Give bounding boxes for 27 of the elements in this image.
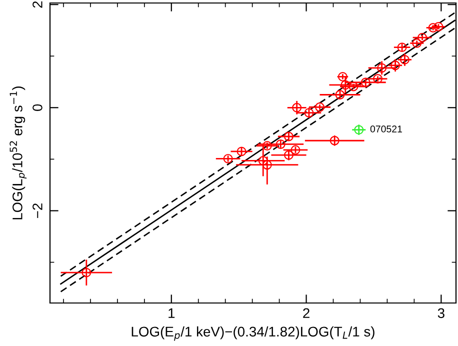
point bbox=[373, 74, 382, 84]
point bbox=[330, 136, 340, 146]
point bbox=[284, 132, 294, 142]
x-tick-label: 1 bbox=[168, 308, 175, 318]
point bbox=[223, 154, 233, 164]
annotation: 070521 bbox=[370, 126, 402, 132]
x-axis-title: LOG(E$_{p}$/1 keV)−(0.34/1.82)LOG(T$_{L}$/1 s) bbox=[132, 326, 374, 341]
point bbox=[412, 38, 422, 48]
point bbox=[262, 160, 272, 170]
point bbox=[340, 80, 350, 90]
point bbox=[258, 156, 268, 166]
point bbox=[290, 145, 300, 155]
y-axis-title: LOG(L$_{p}$/10$^{52}$ erg s$^{−1}$) bbox=[10, 86, 27, 220]
y-tick-label: −2 bbox=[32, 204, 42, 218]
point bbox=[397, 42, 407, 52]
point bbox=[276, 140, 286, 149]
point bbox=[262, 141, 272, 151]
y-tick-label: 0 bbox=[32, 104, 42, 111]
point bbox=[82, 268, 92, 278]
point bbox=[284, 150, 294, 160]
point bbox=[335, 90, 345, 100]
point bbox=[354, 125, 364, 135]
x-tick-label: 3 bbox=[438, 308, 444, 318]
point bbox=[348, 82, 358, 92]
y-tick-label: 2 bbox=[32, 1, 42, 8]
x-tick-label: 2 bbox=[303, 308, 310, 318]
point bbox=[377, 63, 387, 73]
